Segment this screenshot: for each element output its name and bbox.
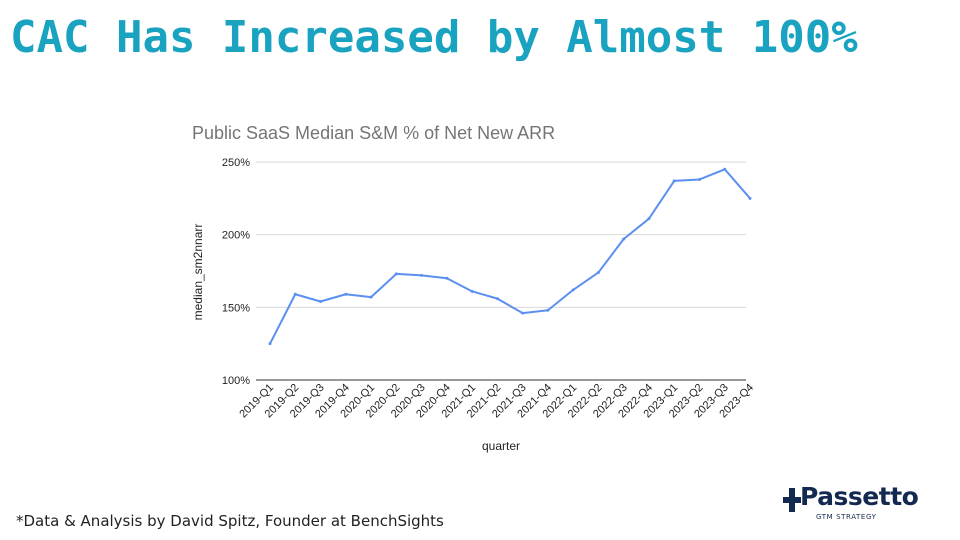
data-point [697, 177, 701, 181]
data-point [369, 295, 373, 299]
chart-title: Public SaaS Median S&M % of Net New ARR [192, 123, 555, 143]
data-point [521, 311, 525, 315]
data-point [470, 289, 474, 293]
x-axis-title: quarter [482, 439, 520, 453]
series-line [269, 168, 751, 345]
data-point [546, 308, 550, 312]
data-point [319, 300, 323, 304]
x-axis-ticks: 2019-Q12019-Q22019-Q32019-Q42020-Q12020-… [237, 382, 756, 421]
data-point [596, 270, 600, 274]
data-point [495, 297, 499, 301]
data-point [293, 292, 297, 296]
data-point [344, 292, 348, 296]
y-tick-label: 100% [222, 375, 250, 387]
logo-wordmark: Passetto [800, 482, 919, 511]
data-point [571, 288, 575, 292]
data-point [394, 272, 398, 276]
y-tick-label: 250% [222, 157, 250, 169]
data-point [268, 342, 272, 346]
y-tick-label: 150% [222, 302, 250, 314]
chart-series [268, 167, 752, 346]
data-point [445, 276, 449, 280]
y-axis-title: median_sm2nnarr [191, 224, 205, 321]
passetto-logo: Passetto GTM STRATEGY [782, 482, 919, 524]
chart-gridlines [256, 161, 746, 381]
data-point [420, 273, 424, 277]
slide-title: CAC Has Increased by Almost 100% [10, 12, 858, 63]
y-tick-label: 200% [222, 230, 250, 242]
data-point [723, 167, 727, 171]
data-point [748, 196, 752, 200]
passetto-plus-p-logo-icon [783, 488, 801, 512]
footnote: *Data & Analysis by David Spitz, Founder… [16, 512, 444, 530]
logo-tagline: GTM STRATEGY [816, 513, 877, 521]
data-point [647, 217, 651, 221]
data-point [622, 237, 626, 241]
data-point [672, 179, 676, 183]
y-axis-ticks: 100% 150% 200% 250% [222, 157, 250, 387]
